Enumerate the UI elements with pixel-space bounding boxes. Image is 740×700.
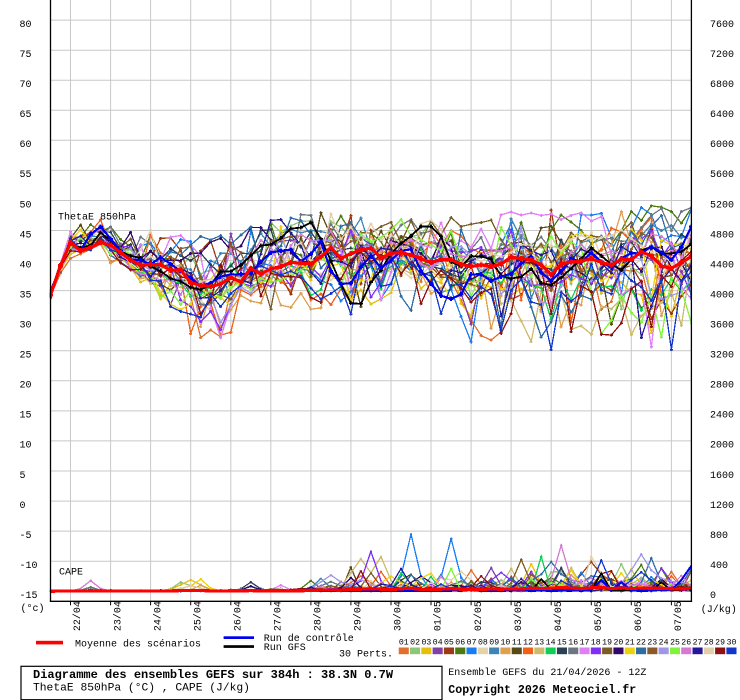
svg-text:06: 06 (455, 639, 465, 648)
svg-text:65: 65 (20, 110, 32, 121)
svg-text:04/05: 04/05 (553, 601, 565, 631)
svg-text:30 Perts.: 30 Perts. (339, 649, 393, 660)
svg-text:40: 40 (20, 260, 32, 271)
svg-text:Ensemble GEFS du 21/04/2026 -: Ensemble GEFS du 21/04/2026 - 12Z (448, 667, 646, 679)
svg-text:7200: 7200 (710, 50, 734, 61)
svg-text:22: 22 (636, 639, 646, 648)
svg-text:11: 11 (512, 639, 522, 648)
svg-text:Moyenne des scénarios: Moyenne des scénarios (75, 638, 201, 650)
svg-text:06/05: 06/05 (633, 601, 645, 631)
svg-text:15: 15 (557, 639, 567, 648)
svg-text:30: 30 (20, 321, 32, 332)
svg-text:2800: 2800 (710, 381, 734, 392)
svg-text:60: 60 (20, 140, 32, 151)
svg-text:-5: -5 (20, 531, 32, 542)
svg-text:02/05: 02/05 (473, 601, 485, 631)
svg-text:20: 20 (20, 381, 32, 392)
svg-text:5: 5 (20, 471, 26, 482)
svg-text:22/04: 22/04 (72, 601, 84, 631)
svg-text:6800: 6800 (710, 80, 734, 91)
svg-text:ThetaE 850hPa: ThetaE 850hPa (58, 212, 136, 224)
svg-text:6000: 6000 (710, 140, 734, 151)
svg-text:23/04: 23/04 (112, 601, 124, 631)
svg-text:10: 10 (500, 639, 510, 648)
svg-text:5200: 5200 (710, 200, 734, 211)
svg-text:80: 80 (20, 20, 32, 31)
svg-text:45: 45 (20, 230, 32, 241)
svg-text:18: 18 (591, 639, 601, 648)
svg-text:12: 12 (523, 639, 533, 648)
svg-text:04: 04 (433, 639, 443, 648)
svg-text:09: 09 (489, 639, 499, 648)
svg-text:-10: -10 (20, 561, 38, 572)
svg-text:30/04: 30/04 (393, 601, 405, 631)
svg-text:14: 14 (546, 639, 556, 648)
svg-text:Diagramme des ensembles GEFS s: Diagramme des ensembles GEFS sur 384h : … (33, 668, 394, 682)
svg-text:08: 08 (478, 639, 488, 648)
svg-text:25: 25 (20, 351, 32, 362)
svg-text:(J/kg): (J/kg) (701, 604, 737, 616)
svg-text:0: 0 (710, 591, 716, 602)
svg-text:21: 21 (625, 639, 635, 648)
svg-text:24/04: 24/04 (152, 601, 164, 631)
svg-text:23: 23 (647, 639, 657, 648)
svg-text:2000: 2000 (710, 441, 734, 452)
svg-text:03/05: 03/05 (513, 601, 525, 631)
svg-text:02: 02 (410, 639, 420, 648)
svg-text:27: 27 (693, 639, 703, 648)
svg-text:29/04: 29/04 (353, 601, 365, 631)
svg-text:55: 55 (20, 170, 32, 181)
svg-text:70: 70 (20, 80, 32, 91)
svg-text:05/05: 05/05 (593, 601, 605, 631)
svg-text:3200: 3200 (710, 351, 734, 362)
svg-text:2400: 2400 (710, 411, 734, 422)
svg-text:50: 50 (20, 200, 32, 211)
svg-text:28/04: 28/04 (313, 601, 325, 631)
svg-text:5600: 5600 (710, 170, 734, 181)
svg-text:7600: 7600 (710, 20, 734, 31)
svg-text:75: 75 (20, 50, 32, 61)
svg-text:4800: 4800 (710, 230, 734, 241)
svg-text:10: 10 (20, 441, 32, 452)
svg-text:1200: 1200 (710, 501, 734, 512)
svg-text:15: 15 (20, 411, 32, 422)
svg-text:07/05: 07/05 (673, 601, 685, 631)
svg-text:Copyright 2026 Meteociel.fr: Copyright 2026 Meteociel.fr (448, 684, 636, 697)
svg-text:25: 25 (670, 639, 680, 648)
svg-text:24: 24 (659, 639, 669, 648)
svg-text:29: 29 (715, 639, 725, 648)
svg-text:03: 03 (421, 639, 431, 648)
svg-text:35: 35 (20, 290, 32, 301)
svg-text:17: 17 (580, 639, 590, 648)
svg-text:20: 20 (613, 639, 623, 648)
svg-text:26/04: 26/04 (233, 601, 245, 631)
svg-text:26: 26 (681, 639, 691, 648)
svg-text:800: 800 (710, 531, 728, 542)
svg-text:CAPE: CAPE (59, 568, 83, 579)
svg-text:4400: 4400 (710, 260, 734, 271)
svg-text:ThetaE 850hPa (°C) , CAPE (J/k: ThetaE 850hPa (°C) , CAPE (J/kg) (33, 682, 250, 694)
svg-text:1600: 1600 (710, 471, 734, 482)
svg-text:01: 01 (399, 639, 409, 648)
svg-text:05: 05 (444, 639, 454, 648)
svg-text:19: 19 (602, 639, 612, 648)
svg-text:16: 16 (568, 639, 578, 648)
svg-text:Run de contrôle: Run de contrôle (264, 633, 354, 645)
svg-text:3600: 3600 (710, 321, 734, 332)
svg-text:25/04: 25/04 (192, 601, 204, 631)
svg-text:-15: -15 (20, 591, 38, 602)
svg-text:4000: 4000 (710, 290, 734, 301)
svg-text:(°c): (°c) (21, 603, 45, 615)
svg-text:Run GFS: Run GFS (264, 643, 306, 654)
svg-text:28: 28 (704, 639, 714, 648)
svg-text:6400: 6400 (710, 110, 734, 121)
svg-text:13: 13 (534, 639, 544, 648)
svg-text:07: 07 (467, 639, 477, 648)
svg-text:0: 0 (20, 501, 26, 512)
svg-text:27/04: 27/04 (273, 601, 285, 631)
svg-text:30: 30 (727, 639, 737, 648)
svg-text:01/05: 01/05 (433, 601, 445, 631)
svg-text:400: 400 (710, 561, 728, 572)
